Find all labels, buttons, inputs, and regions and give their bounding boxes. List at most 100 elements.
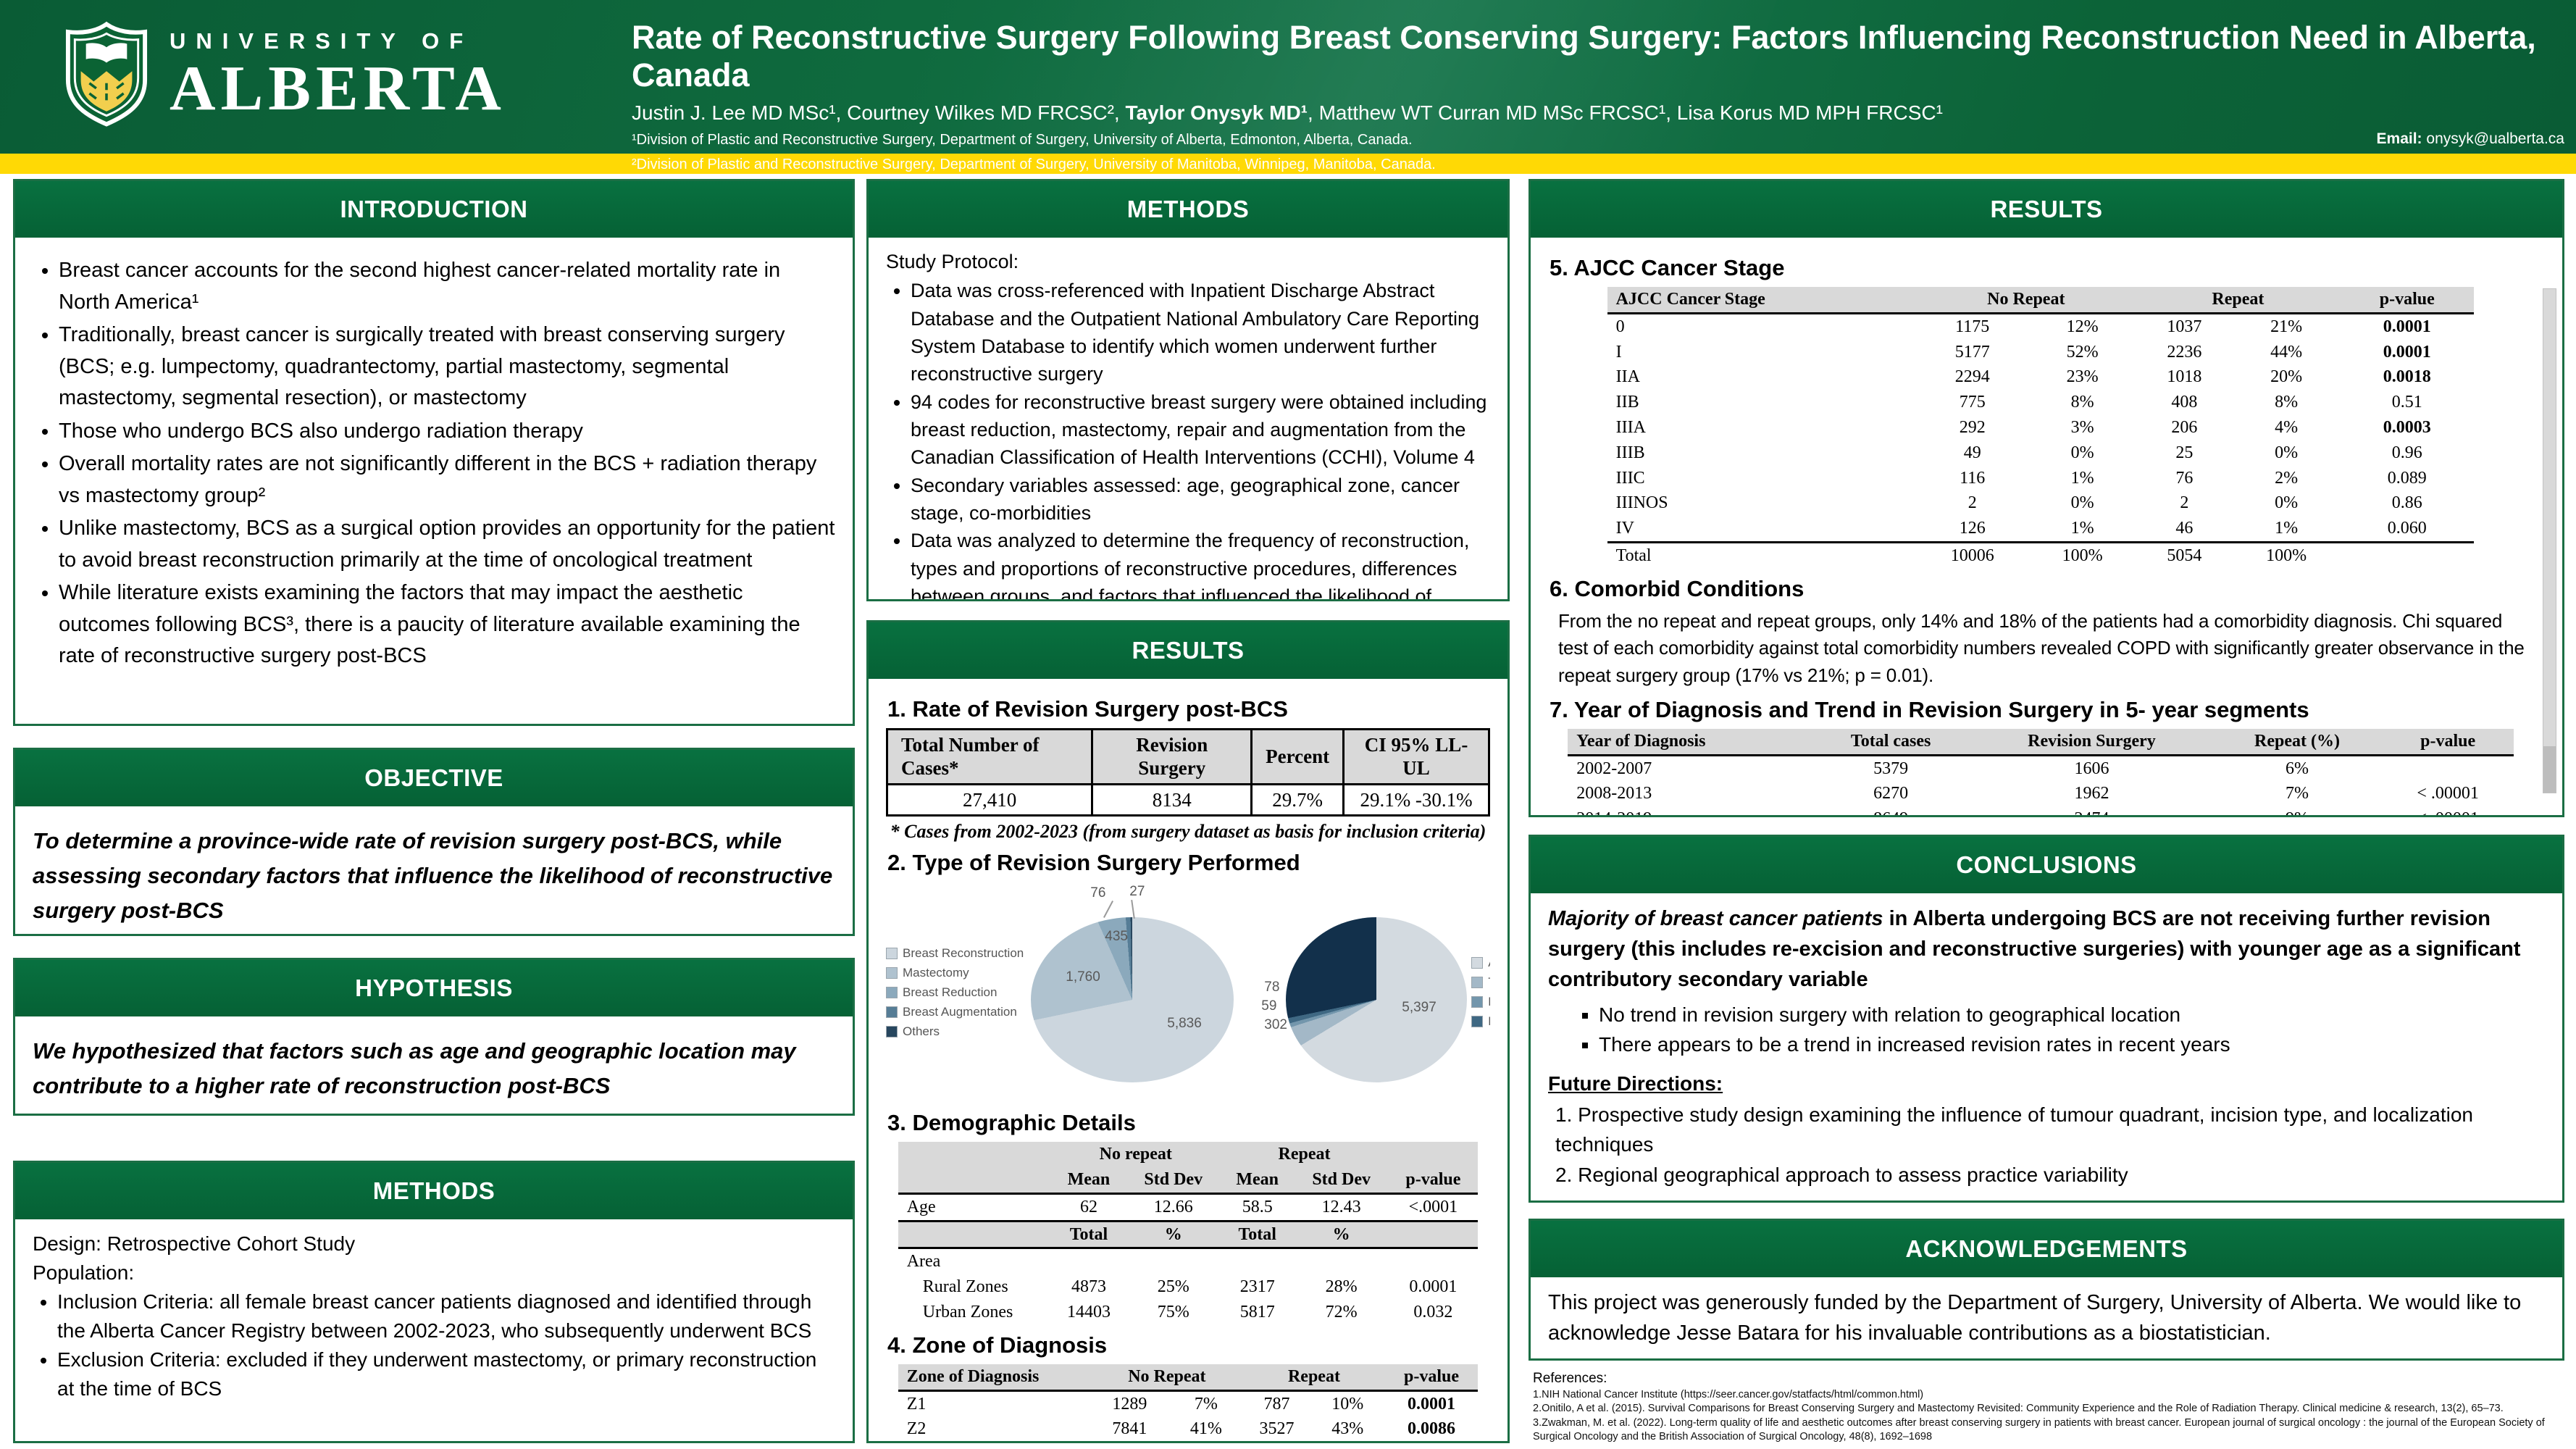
table-row-area: Area — [906, 1252, 941, 1271]
email-label: Email: — [2376, 130, 2422, 147]
table-row: IIIC 116 1% 76 2% 0.089 — [1615, 468, 2427, 488]
university-wordmark: UNIVERSITY OF ALBERTA — [170, 28, 506, 121]
results-middle-section: RESULTS 1. Rate of Revision Surgery post… — [866, 620, 1510, 1443]
pie-data-label: 76 — [1090, 885, 1106, 901]
pie-data-label: 302 — [1264, 1016, 1287, 1032]
ajcc-cancer-stage-table: AJCC Cancer Stage No Repeat Repeat p-val… — [1607, 287, 2475, 569]
reference-item: 3.Zwakman, M. et al. (2022). Long-term q… — [1533, 1416, 2545, 1443]
introduction-bullet: While literature exists examining the fa… — [59, 577, 835, 672]
group-header: No repeat — [1050, 1142, 1221, 1167]
table-row: 0 1175 12% 1037 21% 0.0001 — [1615, 317, 2431, 336]
university-line1: UNIVERSITY OF — [170, 28, 474, 54]
study-protocol-item: Data was analyzed to determine the frequ… — [911, 527, 1490, 599]
introduction-header: INTRODUCTION — [15, 181, 853, 238]
references-list: 1.NIH National Cancer Institute (https:/… — [1533, 1388, 2560, 1445]
acknowledgements-section: ACKNOWLEDGEMENTS This project was genero… — [1529, 1218, 2564, 1361]
pie-reconstruction-graphic — [1286, 916, 1468, 1082]
hypothesis-header: HYPOTHESIS — [15, 960, 853, 1016]
methods-criteria-list: Inclusion Criteria: all female breast ca… — [33, 1287, 835, 1403]
legend-swatch-icon — [886, 966, 898, 979]
legend-label: Mastectomy — [903, 965, 969, 980]
pie-data-label: 59 — [1261, 998, 1277, 1014]
legend-label: Free Flap — [1488, 1014, 1490, 1029]
zone-of-diagnosis-table: Zone of Diagnosis No Repeat Repeat p-val… — [898, 1364, 1479, 1441]
revision-type-pie-charts: Breast Reconstruction Mastectomy Breast Re… — [886, 882, 1490, 1103]
legend-item: Tissue Expander / Implant — [1471, 975, 1490, 990]
title-block: Rate of Reconstructive Surgery Following… — [632, 19, 2559, 174]
legend-label: Breast Augmentation — [903, 1004, 1017, 1019]
legend-label: Breast Reduction — [903, 985, 998, 999]
table-row: Z2 7841 41% 3527 43% 0.0086 — [906, 1419, 1455, 1439]
introduction-body: Breast cancer accounts for the second hi… — [15, 238, 853, 724]
authors-pre: Justin J. Lee MD MSc¹, Courtney Wilkes M… — [632, 101, 1126, 124]
table-row: 2014-2019864924749%< .00001 — [1568, 806, 2514, 815]
introduction-bullet: Unlike mastectomy, BCS as a surgical opt… — [59, 513, 835, 576]
pie-data-label: 435 — [1105, 928, 1128, 944]
introduction-bullet: Traditionally, breast cancer is surgical… — [59, 320, 835, 414]
introduction-section: INTRODUCTION Breast cancer accounts for … — [13, 179, 855, 726]
table-row: IIIA 292 3% 206 4% 0.0003 — [1615, 417, 2431, 437]
conclusions-bullet: No trend in revision surgery with relati… — [1599, 1001, 2545, 1030]
table-row: 2008-2013 6270 1962 7% < .00001 — [1576, 784, 2479, 803]
hypothesis-section: HYPOTHESIS We hypothesized that factors … — [13, 958, 855, 1116]
references-label: References: — [1533, 1370, 1607, 1386]
legend-swatch-icon — [1471, 957, 1484, 969]
legend-swatch-icon — [886, 947, 898, 959]
methods-design-line: Design: Retrospective Cohort Study — [33, 1232, 356, 1255]
introduction-bullet-list: Breast cancer accounts for the second hi… — [33, 255, 835, 672]
col-header: Percent — [1250, 728, 1345, 785]
methods-protocol-body: Study Protocol: Data was cross-reference… — [869, 238, 1507, 599]
study-protocol-item: 94 codes for reconstructive breast surge… — [911, 388, 1490, 472]
results-right-header: RESULTS — [1531, 181, 2562, 238]
methods-design-header: METHODS — [15, 1163, 853, 1219]
future-directions-label: Future Directions: — [1548, 1072, 1723, 1095]
group-header: Repeat — [1220, 1142, 1389, 1167]
heading-ajcc-stage: 5. AJCC Cancer Stage — [1550, 255, 1785, 280]
email-address: onysyk@ualberta.ca — [2426, 130, 2564, 147]
conclusions-lead-italic: Majority of breast cancer patients — [1548, 907, 1883, 930]
university-logo: UNIVERSITY OF ALBERTA — [64, 20, 506, 129]
scrollbar-thumb — [2543, 746, 2556, 793]
table-row: Z1 1289 7% 787 10% 0.0001 — [906, 1394, 1455, 1413]
methods-protocol-section: METHODS Study Protocol: Data was cross-r… — [866, 179, 1510, 601]
objective-section: OBJECTIVE To determine a province-wide r… — [13, 748, 855, 936]
poster-title: Rate of Reconstructive Surgery Following… — [632, 19, 2536, 93]
legend-swatch-icon — [1471, 996, 1484, 1009]
results-middle-body: 1. Rate of Revision Surgery post-BCS Tot… — [869, 679, 1507, 1441]
pie-data-label: 1,760 — [1066, 969, 1100, 985]
legend-item: Others — [886, 1024, 1024, 1039]
methods-criteria-item: Exclusion Criteria: excluded if they und… — [57, 1345, 835, 1403]
results-right-section: RESULTS 5. AJCC Cancer Stage AJCC Cancer… — [1529, 179, 2564, 817]
rate-of-revision-table: Total Number of Cases* Revision Surgery … — [885, 728, 1490, 817]
heading-zone-of-diagnosis: 4. Zone of Diagnosis — [887, 1332, 1108, 1358]
heading-rate-of-revision: 1. Rate of Revision Surgery post-BCS — [887, 696, 1288, 722]
conclusions-lead-rest: in Alberta undergoing BCS are not receiv… — [1548, 907, 2521, 992]
pie-data-label: 5,836 — [1167, 1015, 1202, 1031]
table-row: 2002-2007 5379 1606 6% — [1576, 759, 2309, 778]
table-header-row: AJCC Cancer Stage No Repeat Repeat p-val… — [1607, 287, 2475, 314]
future-direction-item: 2. Regional geographical approach to ass… — [1555, 1164, 2128, 1187]
legend-label: Others — [903, 1024, 940, 1038]
heading-demographic-details: 3. Demographic Details — [887, 1110, 1136, 1136]
pie-legend-reconstruction: Autograft / Homograft Tissue Expander / I… — [1471, 951, 1490, 1034]
col-header: CI 95% LL-UL — [1342, 728, 1490, 785]
conclusions-body: Majority of breast cancer patients in Al… — [1531, 893, 2562, 1200]
left-column: INTRODUCTION Breast cancer accounts for … — [13, 179, 855, 1443]
year-of-diagnosis-table: Year of Diagnosis Total cases Revision S… — [1568, 728, 2514, 815]
study-protocol-item: Secondary variables assessed: age, geogr… — [911, 472, 1490, 527]
affiliation-1: ¹Division of Plastic and Reconstructive … — [632, 131, 1413, 148]
pie-chart-procedures: 5,836 1,760 435 76 27 — [1024, 884, 1241, 1101]
methods-design-body: Design: Retrospective Cohort Study Popul… — [15, 1219, 853, 1441]
label-leader-line — [1103, 900, 1114, 918]
demographic-details-table: No repeat Repeat Mean Std Dev Mean Std D… — [898, 1142, 1479, 1325]
pie-procedures-graphic — [1031, 916, 1234, 1082]
contact-email: Email: onysyk@ualberta.ca — [2377, 130, 2564, 148]
results-right-body: 5. AJCC Cancer Stage AJCC Cancer Stage N… — [1531, 238, 2562, 815]
table-header-row: Year of Diagnosis Total cases Revision S… — [1568, 728, 2514, 756]
rate-table-caption: * Cases from 2002-2023 (from surgery dat… — [890, 821, 1486, 843]
introduction-bullet: Overall mortality rates are not signific… — [59, 448, 835, 511]
future-directions-list: 1. Prospective study design examining th… — [1548, 1101, 2545, 1190]
poster-authors: Justin J. Lee MD MSc¹, Courtney Wilkes M… — [632, 101, 2559, 125]
methods-design-section: METHODS Design: Retrospective Cohort Stu… — [13, 1161, 855, 1443]
